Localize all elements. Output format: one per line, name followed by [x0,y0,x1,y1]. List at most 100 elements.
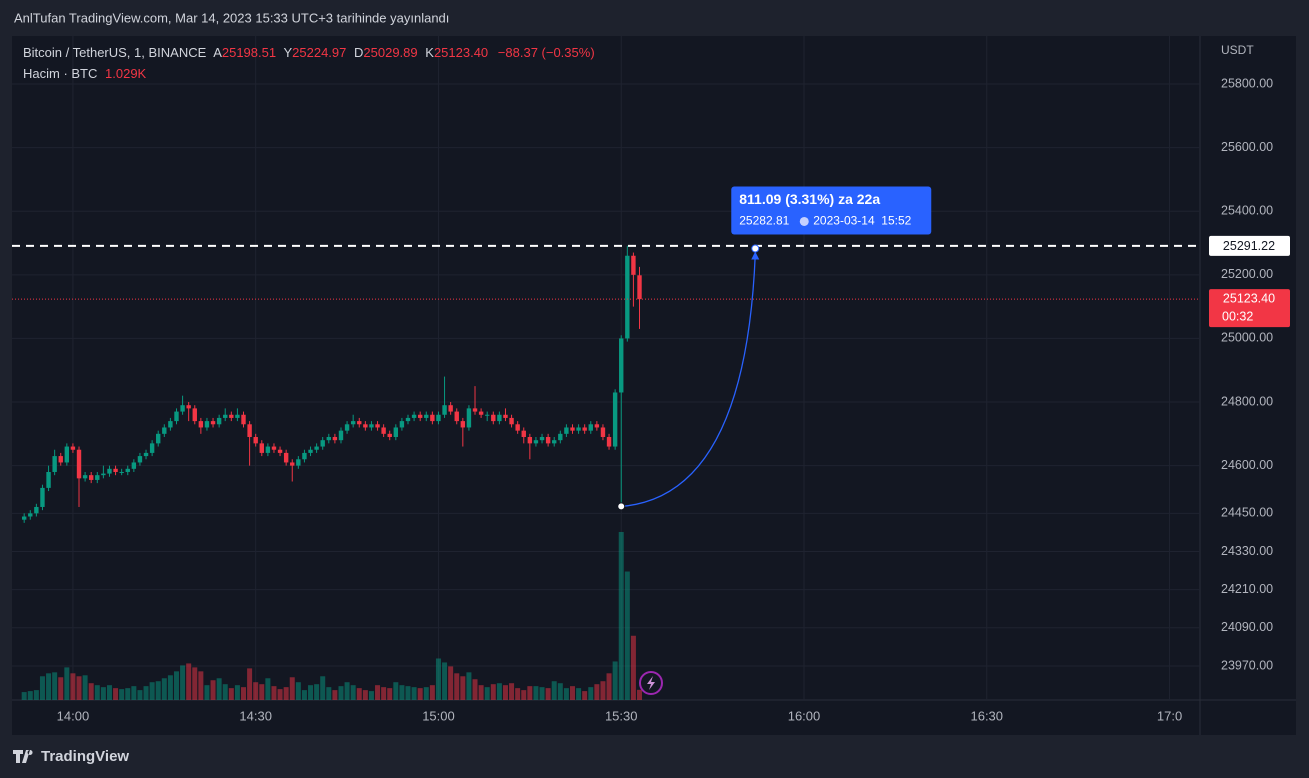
candle-body [82,475,88,479]
volume-bar [606,673,612,700]
volume-bar [33,690,39,700]
y-tick-label: 24330.00 [1221,544,1273,558]
volume-bar [247,668,253,700]
candle-body [113,468,118,472]
candle-body [290,462,295,466]
candle-body [375,424,380,428]
candle-body [21,516,27,520]
volume-bar [442,662,448,700]
x-tick-label: 14:30 [239,708,272,723]
y-tick-label: 24450.00 [1221,506,1273,520]
l-value: 25029.89 [363,45,417,60]
candle-body [460,421,466,428]
candle-body [156,433,161,444]
forecast-curve [621,254,756,508]
volume-bar [344,682,350,700]
volume-bar [277,689,283,700]
volume-bar [423,687,429,700]
legend-symbol: Bitcoin / TetherUS, 1, BINANCE A25198.51… [23,45,595,60]
lightning-button[interactable] [639,671,663,695]
forecast-box [731,186,932,235]
volume-bar [509,683,515,700]
volume-bar [332,690,338,700]
candle-body [606,437,612,447]
volume-bar [308,685,314,700]
last-price-bg [1209,289,1290,328]
candle-body [503,414,508,418]
candle-body [143,452,149,457]
volume-bar [161,678,167,700]
candle-body [338,430,344,441]
candle-body [631,255,636,275]
volume-bar [533,686,539,700]
volume-bar [253,682,259,700]
candle-body [588,424,593,431]
volume-bar [356,688,362,700]
volume-bar [582,691,588,700]
volume-bar [362,690,368,700]
candle-body [448,405,453,412]
candle-body [369,424,374,428]
candle-body [454,411,459,422]
o-label: A [213,45,222,60]
candle-body [363,424,368,428]
candle-body [405,417,411,422]
candle-body [76,449,82,479]
candle-body [393,427,399,438]
volume-bar [381,687,387,700]
candle-body [101,473,106,476]
volume-value: 1.029K [105,66,147,81]
forecast-price: 25282.81 [739,214,789,228]
candle-body [436,414,441,422]
volume-bar [234,685,240,700]
volume-bar [192,667,198,700]
candle-body [619,338,624,393]
volume-bar [301,690,307,700]
candle-body [168,421,173,428]
volume-bar [569,686,575,700]
y-tick-label: 24800.00 [1221,394,1273,408]
volume-bar [39,676,45,700]
brand: TradingView [41,748,129,765]
volume-bar [454,673,460,700]
candle-body [558,433,563,441]
volume-bar [405,686,411,700]
volume-bar [375,685,381,700]
candle-body [271,446,277,450]
candle-body [424,414,429,418]
volume-bar [52,672,58,700]
volume-bar [70,673,76,700]
volume-bar [521,690,527,700]
time-axis-background [12,700,1200,735]
candle-body [612,392,618,447]
volume-bar [100,687,106,700]
volume-bar [204,685,210,700]
volume-bar [21,692,27,700]
volume-bar [131,686,137,700]
candle-body [253,437,258,444]
volume-bar [399,685,405,700]
candle-body [58,456,63,463]
volume-bar [155,681,161,700]
volume-bar [326,687,332,700]
volume-bar [350,685,356,700]
volume-bar [125,688,131,700]
plot-background [12,36,1200,700]
candle-body [326,437,331,441]
c-value: 25123.40 [434,45,488,60]
volume-bar [435,658,441,700]
candle-body [52,456,57,472]
candle-body [64,446,70,463]
candle-body [485,414,490,416]
candle-body [70,446,76,450]
c-label: K [425,45,434,60]
volume-bar [149,682,155,700]
volume-bar [539,687,545,700]
volume-bar [588,687,594,700]
candle-body [107,468,112,474]
volume-bar [216,678,222,700]
volume-bar [27,691,33,700]
volume-bar [472,679,478,700]
candle-body [533,440,539,444]
